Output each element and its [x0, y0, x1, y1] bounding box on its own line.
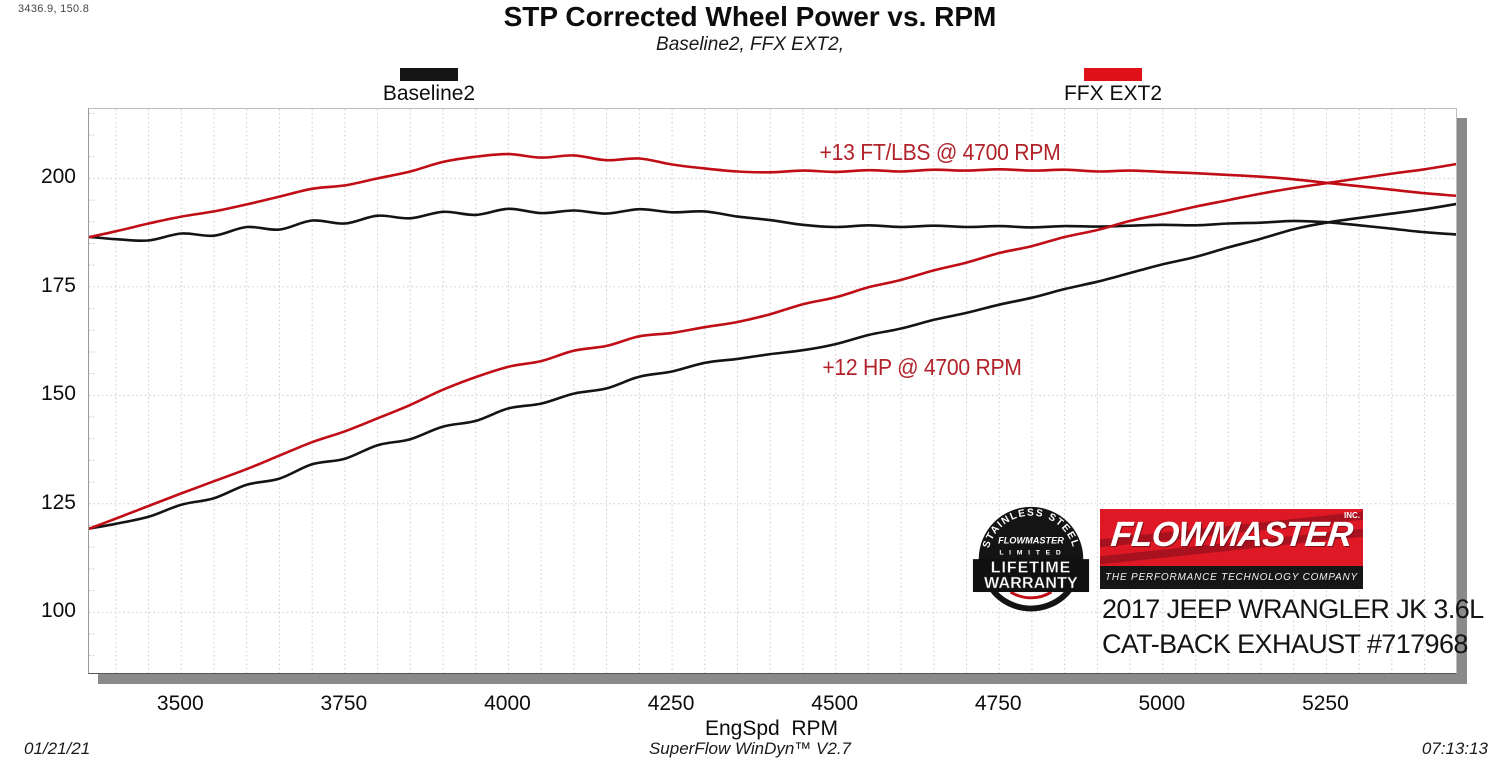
y-tick-label: 125: [40, 490, 76, 514]
chart-subtitle: Baseline2, FFX EXT2,: [656, 34, 844, 55]
badge-lifetime-text: LIFETIME: [991, 560, 1071, 577]
logo-red-field: FLOWMASTER INC.: [1100, 509, 1363, 566]
flowmaster-logo: FLOWMASTER INC. THE PERFORMANCE TECHNOLO…: [1100, 509, 1363, 589]
y-tick-label: 175: [40, 273, 76, 297]
chart-plot-area[interactable]: [88, 108, 1457, 674]
series-3-curve: [89, 162, 1456, 530]
plot-shadow-bottom: [98, 674, 1467, 684]
lifetime-warranty-badge: STAINLESS STEEL FLOWMASTER L I M I T E D…: [972, 506, 1090, 612]
x-axis-title: EngSpd RPM: [704, 717, 839, 740]
y-tick-label: 150: [40, 382, 76, 406]
run-date: 01/21/21: [24, 739, 91, 758]
badge-ring-bottom: [992, 590, 1070, 612]
logo-tagline: THE PERFORMANCE TECHNOLOGY COMPANY: [1105, 572, 1358, 583]
x-tick-label: 5250: [1302, 692, 1349, 715]
legend-swatch-ffx-ext2: [1084, 68, 1142, 81]
x-tick-label: 4250: [647, 692, 695, 715]
badge-red-arc: [1009, 590, 1053, 600]
x-tick-label: 3500: [156, 692, 204, 715]
legend-swatch-baseline2: [400, 68, 458, 81]
legend-label-baseline2: Baseline2: [382, 82, 476, 105]
power-gain-annotation: +12 HP @ 4700 RPM: [822, 354, 1022, 380]
vehicle-description-line1: 2017 JEEP WRANGLER JK 3.6L: [1102, 594, 1484, 624]
logo-tagline-band: THE PERFORMANCE TECHNOLOGY COMPANY: [1100, 566, 1363, 589]
y-tick-label: 100: [40, 599, 76, 623]
vehicle-description-line2: CAT-BACK EXHAUST #717968: [1102, 629, 1468, 659]
x-tick-label: 5000: [1138, 692, 1186, 715]
chart-title: STP Corrected Wheel Power vs. RPM: [503, 1, 997, 32]
run-time: 07:13:13: [1421, 739, 1488, 758]
logo-wordmark: FLOWMASTER: [1109, 515, 1354, 554]
software-version: SuperFlow WinDyn™ V2.7: [648, 739, 852, 758]
badge-banner: [972, 559, 1090, 593]
x-tick-label: 4000: [484, 692, 531, 715]
series-0-curve: [89, 207, 1456, 243]
badge-brand-text: FLOWMASTER: [998, 536, 1064, 546]
x-tick-label: 4500: [811, 692, 858, 715]
badge-warranty-text: WARRANTY: [984, 575, 1078, 592]
logo-inc-text: INC.: [1344, 511, 1360, 520]
badge-limited-text: L I M I T E D: [999, 549, 1062, 556]
legend-label-ffx-ext2: FFX EXT2: [1063, 82, 1163, 105]
torque-gain-annotation: +13 FT/LBS @ 4700 RPM: [819, 139, 1061, 165]
series-2-curve: [89, 202, 1456, 530]
plot-shadow-right: [1457, 118, 1467, 684]
x-tick-label: 3750: [320, 692, 368, 715]
y-tick-label: 200: [40, 165, 76, 189]
cursor-position-readout: 3436.9, 150.8: [18, 3, 90, 15]
series-1-curve: [89, 152, 1456, 239]
x-tick-label: 4750: [974, 692, 1022, 715]
